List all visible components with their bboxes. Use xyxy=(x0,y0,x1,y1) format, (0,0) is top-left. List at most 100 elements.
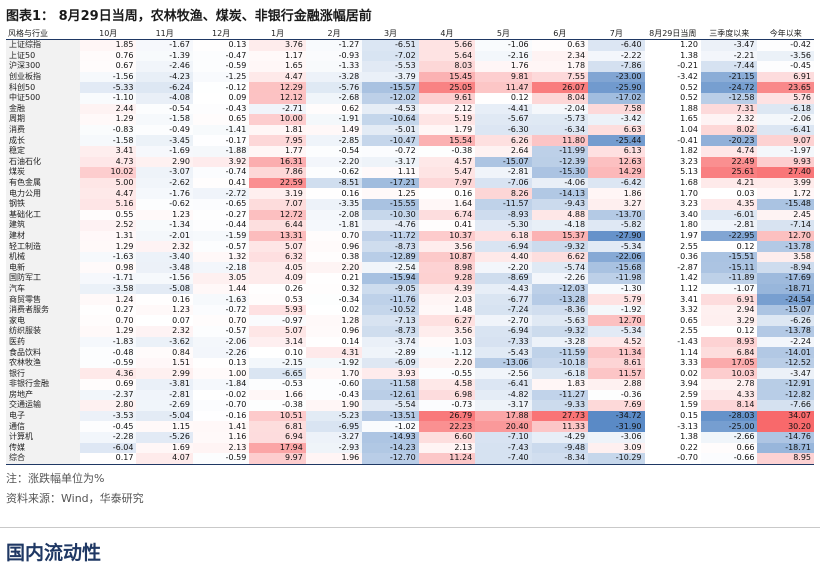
value-cell: -8.51 xyxy=(305,177,363,189)
value-cell: -0.02 xyxy=(192,389,250,401)
value-cell: 0.98 xyxy=(80,262,137,274)
column-header: 5月 xyxy=(475,28,532,40)
value-cell: 1.90 xyxy=(305,400,363,411)
value-cell: 3.14 xyxy=(249,336,306,348)
value-cell: -12.02 xyxy=(362,92,419,104)
value-cell: -1.81 xyxy=(305,220,363,231)
value-cell: -7.24 xyxy=(475,304,532,316)
value-cell: 9.61 xyxy=(418,92,476,104)
value-cell: 6.91 xyxy=(757,71,814,83)
value-cell: -0.55 xyxy=(418,368,476,379)
value-cell: 6.44 xyxy=(249,220,306,231)
value-cell: 4.35 xyxy=(700,198,758,210)
value-cell: 1.70 xyxy=(305,368,363,379)
value-cell: -2.85 xyxy=(305,135,363,146)
value-cell: 11.80 xyxy=(531,135,589,146)
value-cell: -7.66 xyxy=(757,400,814,411)
value-cell: 3.32 xyxy=(680,305,698,315)
table-row: 家电 0.70 0.07 0.70 -0.97 1.28 -7.13 6.27 -2.70 -5.… xyxy=(6,315,814,327)
value-cell: -22.06 xyxy=(588,251,645,263)
value-cell: 0.09 xyxy=(192,92,250,104)
value-cell: -9.32 xyxy=(531,241,589,252)
value-cell: 4.74 xyxy=(700,145,758,157)
value-cell: -12.58 xyxy=(700,92,758,104)
value-cell: -15.94 xyxy=(362,273,419,284)
value-cell: -0.62 xyxy=(305,167,363,178)
value-cell: -8.94 xyxy=(757,262,814,274)
value-cell: 22.59 xyxy=(249,177,306,189)
value-cell: 0.66 xyxy=(700,442,758,454)
value-cell: 7.31 xyxy=(700,103,758,115)
value-cell: 1.51 xyxy=(136,357,193,369)
value-cell: -1.34 xyxy=(136,220,193,231)
row-label: 综合 xyxy=(6,453,80,465)
value-cell: -2.62 xyxy=(136,177,193,189)
value-cell: -0.72 xyxy=(192,304,250,316)
value-cell: 10.37 xyxy=(418,230,476,242)
value-cell: 1.03 xyxy=(418,336,476,348)
value-cell: 11.47 xyxy=(475,82,532,93)
value-cell: 4.73 xyxy=(80,156,137,168)
value-cell: -0.36 xyxy=(588,389,645,401)
value-cell: 4.31 xyxy=(305,347,363,358)
table-row: 建筑 2.52 -1.34 -0.44 6.44 -1.81 -4.76 0.41 -5.30-… xyxy=(6,220,814,231)
value-cell: 6.63 xyxy=(588,124,645,136)
value-cell: 0.03 xyxy=(700,188,758,199)
value-cell: -1.83 xyxy=(80,336,137,348)
value-cell: -10.30 xyxy=(362,209,419,221)
value-cell: -24.72 xyxy=(700,82,758,93)
value-cell: -17.69 xyxy=(757,273,814,284)
value-cell: -15.57 xyxy=(362,82,419,93)
value-cell: 14.29 xyxy=(588,167,645,178)
value-cell: -1.63 xyxy=(80,251,137,263)
row-label: 成长 xyxy=(6,135,80,146)
value-cell: 4.47 xyxy=(80,188,137,199)
row-label: 交通运输 xyxy=(6,400,80,411)
value-cell: 4.52 xyxy=(588,336,645,348)
value-cell: 34.07 xyxy=(757,410,814,422)
value-cell: -3.58 xyxy=(80,283,137,295)
value-cell: -15.68 xyxy=(588,262,645,274)
value-cell: 4.58 xyxy=(418,379,476,390)
row-label: 科创50 xyxy=(6,82,80,93)
value-cell: -6.77 xyxy=(475,294,532,305)
value-cell: -6.40 xyxy=(588,39,645,51)
value-cell: -5.76 xyxy=(305,82,363,93)
table-row: 交通运输 2.80 -2.69 -0.70 -0.38 1.90 -5.54 -0.73 -3.… xyxy=(6,400,814,411)
row-label: 电新 xyxy=(6,262,80,274)
row-label: 建材 xyxy=(6,230,80,242)
table-row: 轻工制造 1.29 2.32 -0.57 5.07 0.96 -8.73 3.56 -6.94-… xyxy=(6,241,814,252)
value-cell: 3.09 xyxy=(588,442,645,454)
table-row: 石油石化 4.73 2.90 3.92 16.31 -2.20 -3.17 4.57 -15.0… xyxy=(6,156,814,168)
value-cell: -0.60 xyxy=(305,379,363,390)
value-cell: 3.19 xyxy=(249,188,306,199)
table-row: 电力公用 4.47 -1.76 -2.72 3.19 0.16 1.25 0.16 8.26 -1… xyxy=(6,188,814,199)
value-cell: 8.14 xyxy=(700,400,758,411)
value-cell: 25.05 xyxy=(418,82,476,93)
value-cell: 0.13 xyxy=(192,357,250,369)
value-cell: 3.93 xyxy=(362,368,419,379)
value-cell: -0.93 xyxy=(305,50,363,62)
value-cell: 2.03 xyxy=(418,294,476,305)
value-cell: 27.40 xyxy=(757,167,814,178)
table-row: 农林牧渔 -0.59 1.51 0.13 -2.15 -1.92 -6.09 2.20 -13.… xyxy=(6,357,814,369)
value-cell: -1.30 xyxy=(588,283,645,295)
value-cell: -14.93 xyxy=(362,431,419,443)
value-cell: 1.97 xyxy=(680,230,698,240)
value-cell: -0.21 xyxy=(677,61,698,71)
value-cell: -6.04 xyxy=(80,442,137,454)
value-cell: -3.13 xyxy=(677,421,698,431)
table-row: 上证50 0.76 -1.39 -0.47 1.17 -0.93 -7.02 5.64 -2.1… xyxy=(6,50,814,62)
value-cell: -11.89 xyxy=(700,273,758,284)
value-cell: -3.47 xyxy=(757,368,814,379)
value-cell: -17.02 xyxy=(588,92,645,104)
value-cell: -10.64 xyxy=(362,114,419,125)
value-cell: -28.03 xyxy=(700,410,758,422)
value-cell: 0.12 xyxy=(475,92,532,104)
value-cell: 6.60 xyxy=(418,431,476,443)
value-cell: 6.32 xyxy=(249,251,306,263)
value-cell: -2.89 xyxy=(362,347,419,358)
value-cell: -1.58 xyxy=(136,114,193,125)
value-cell: 1.65 xyxy=(249,61,306,72)
column-header: 8月29日当周 xyxy=(644,28,701,40)
